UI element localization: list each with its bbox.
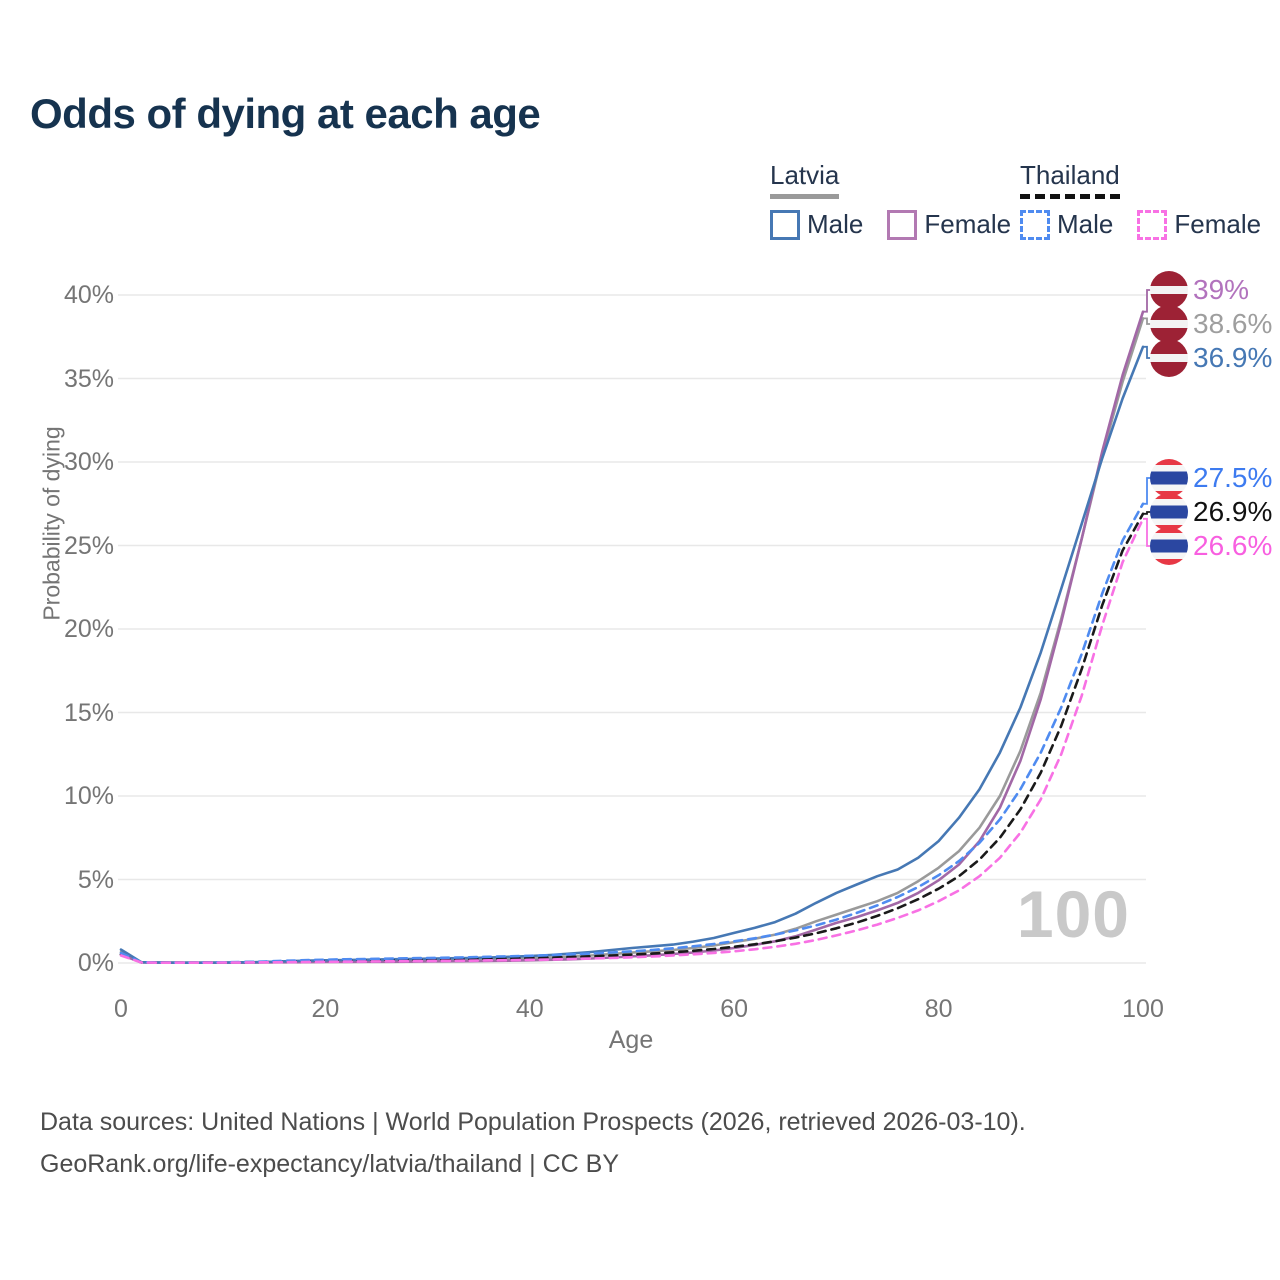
legend-label: Female xyxy=(1174,209,1262,239)
end-label-connector xyxy=(1143,317,1151,325)
end-value-label-thailand-female: 26.6% xyxy=(1193,530,1273,561)
attribution-line: GeoRank.org/life-expectancy/latvia/thail… xyxy=(40,1150,620,1178)
x-tick-label: 100 xyxy=(1122,995,1164,1023)
x-tick-label: 40 xyxy=(515,995,544,1023)
end-value-label-latvia-male: 36.9% xyxy=(1193,342,1273,373)
x-tick-label: 0 xyxy=(114,995,128,1023)
legend-item-thailand-male[interactable]: Male xyxy=(1020,209,1113,240)
end-label-connector xyxy=(1143,517,1151,547)
thailand-female-swatch-icon xyxy=(1137,209,1168,240)
legend-items-latvia: Male Female xyxy=(770,209,1011,240)
latvia-flag-icon xyxy=(1150,339,1188,377)
y-tick-label: 30% xyxy=(63,448,114,476)
thailand-flag-icon xyxy=(1150,527,1188,565)
series-line-thailand-male xyxy=(119,502,1145,965)
x-tick-label: 20 xyxy=(311,995,340,1023)
y-tick-label: 10% xyxy=(63,782,114,810)
legend-country-thailand: Thailand xyxy=(1020,160,1120,199)
end-value-label-thailand-both-sexes: 26.9% xyxy=(1193,496,1273,527)
latvia-flag-icon xyxy=(1150,271,1188,309)
y-tick-label: 40% xyxy=(63,281,114,309)
legend-items-thailand: Male Female xyxy=(1020,209,1261,240)
thailand-flag-icon xyxy=(1150,459,1188,497)
end-label-connector xyxy=(1143,477,1151,505)
legend-item-latvia-male[interactable]: Male xyxy=(770,209,863,240)
chart-title: Odds of dying at each age xyxy=(30,90,541,137)
x-tick-label: 60 xyxy=(720,995,749,1023)
x-tick-label: 80 xyxy=(924,995,953,1023)
data-source-line: Data sources: United Nations | World Pop… xyxy=(40,1108,1026,1136)
latvia-flag-icon xyxy=(1150,305,1188,343)
legend-item-latvia-female[interactable]: Female xyxy=(887,209,1011,240)
legend-label: Male xyxy=(1057,209,1114,239)
legend-group-latvia: Latvia Male Female xyxy=(770,160,1011,240)
legend-item-thailand-female[interactable]: Female xyxy=(1137,209,1261,240)
series-line-thailand-female xyxy=(119,517,1145,965)
end-label-connector xyxy=(1143,511,1151,515)
latvia-female-swatch-icon xyxy=(887,209,918,240)
legend-label: Male xyxy=(807,209,864,239)
latvia-male-swatch-icon xyxy=(770,209,800,240)
legend-group-thailand: Thailand Male Female xyxy=(1020,160,1261,240)
y-tick-label: 35% xyxy=(63,364,114,393)
age-watermark: 100 xyxy=(1016,877,1130,951)
y-tick-label: 15% xyxy=(63,698,114,727)
y-tick-label: 0% xyxy=(77,949,114,977)
thailand-male-swatch-icon xyxy=(1020,209,1050,240)
series-line-latvia-male xyxy=(119,345,1145,965)
thailand-flag-icon xyxy=(1150,493,1188,531)
end-label-connector xyxy=(1143,345,1151,359)
y-tick-label: 25% xyxy=(63,531,114,560)
x-axis-title: Age xyxy=(608,1026,654,1054)
legend-country-latvia: Latvia xyxy=(770,160,840,199)
end-value-label-latvia-both-sexes: 38.6% xyxy=(1193,308,1273,339)
legend-label: Female xyxy=(924,209,1012,239)
y-tick-label: 20% xyxy=(63,615,114,643)
y-tick-label: 5% xyxy=(77,865,114,894)
end-value-label-thailand-male: 27.5% xyxy=(1193,462,1273,493)
end-label-connector xyxy=(1143,289,1151,313)
end-value-label-latvia-female: 39% xyxy=(1193,274,1250,305)
series-line-latvia-female xyxy=(119,310,1145,965)
